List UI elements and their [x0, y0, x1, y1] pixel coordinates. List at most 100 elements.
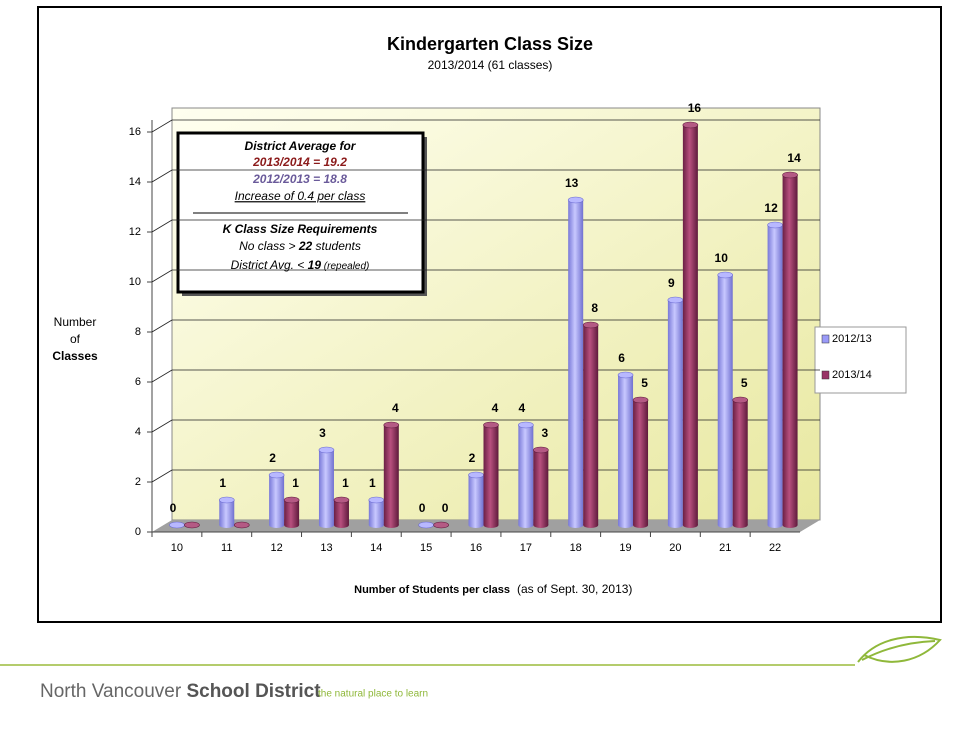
x-label-note: (as of Sept. 30, 2013): [517, 582, 632, 596]
bar-cap: [184, 521, 200, 529]
y-tick-label: 14: [129, 176, 141, 188]
bar-base: [682, 522, 698, 528]
data-label: 0: [442, 501, 449, 515]
footer-name-bold: School District: [186, 681, 321, 702]
annotation-line: 2013/2014 = 19.2: [252, 155, 347, 169]
annotation-line: Increase of 0.4 per class: [235, 189, 366, 203]
bar: [219, 500, 235, 525]
annotation-req-part: District Avg. <: [231, 258, 308, 272]
bar: [383, 425, 399, 525]
x-tick-label: 11: [221, 542, 232, 554]
bar-cap: [582, 321, 599, 329]
y-tick-label: 12: [129, 226, 141, 238]
data-label: 2: [269, 451, 276, 465]
bar: [284, 500, 300, 525]
annotation-heading: District Average for: [245, 139, 357, 153]
leaf-logo: [857, 636, 942, 663]
bar-cap: [667, 296, 684, 304]
x-tick-label: 21: [719, 542, 731, 554]
bar: [483, 425, 499, 525]
bar: [368, 500, 384, 525]
grid-line: [151, 319, 173, 333]
annotation-req-part: No class >: [239, 239, 299, 253]
annotation-req: District Avg. < 19 (repealed): [231, 258, 370, 272]
x-tick-label: 10: [171, 542, 183, 554]
data-label: 14: [787, 151, 801, 165]
bar-base: [667, 522, 683, 528]
data-label: 16: [688, 101, 702, 115]
x-tick-label: 18: [570, 542, 582, 554]
bar-base: [782, 522, 798, 528]
bar-base: [368, 522, 384, 528]
bar: [732, 400, 748, 525]
y-tick-label: 0: [135, 526, 141, 538]
bar: [318, 450, 334, 525]
grid-line: [151, 419, 173, 433]
bar-cap: [732, 396, 749, 404]
x-label: Number of Students per class: [354, 584, 510, 596]
footer-name-light: North Vancouver: [40, 681, 182, 702]
legend: [814, 326, 907, 394]
bar-base: [284, 522, 300, 528]
bar-cap: [368, 496, 385, 504]
data-label: 4: [392, 401, 399, 415]
bar-cap: [333, 496, 350, 504]
bar-base: [732, 522, 748, 528]
grid-line: [151, 219, 173, 233]
bar: [717, 275, 733, 525]
annotation-heading: K Class Size Requirements: [223, 222, 378, 236]
annotation-line: 2012/2013 = 18.8: [252, 172, 347, 186]
y-tick-label: 8: [135, 326, 141, 338]
bar-cap: [418, 521, 434, 529]
legend-swatch: [821, 334, 830, 344]
bar-cap: [169, 521, 185, 529]
bar-base: [518, 522, 534, 528]
bar-base: [568, 522, 584, 528]
grid-line: [151, 169, 173, 183]
bar: [782, 175, 798, 525]
bar-base: [633, 522, 649, 528]
x-tick-label: 20: [669, 542, 681, 554]
data-label: 8: [591, 301, 598, 315]
data-label: 1: [292, 476, 299, 490]
data-label: 0: [170, 501, 177, 515]
chart-title: Kindergarten Class Size: [387, 34, 593, 54]
legend-label: 2012/13: [832, 333, 872, 345]
x-tick-label: 16: [470, 542, 482, 554]
data-label: 12: [764, 201, 778, 215]
x-tick-label: 17: [520, 542, 532, 554]
data-label: 4: [492, 401, 499, 415]
bar-cap: [468, 471, 484, 479]
footer-tagline: the natural place to learn: [318, 689, 428, 700]
data-label: 9: [668, 276, 675, 290]
y-tick-label: 16: [129, 126, 141, 138]
bar: [468, 475, 484, 525]
bar: [633, 400, 649, 525]
grid-line: [151, 269, 173, 283]
data-label: 1: [342, 476, 349, 490]
bar: [618, 375, 634, 525]
bar-cap: [383, 421, 400, 429]
y-tick-label: 6: [135, 376, 141, 388]
x-tick-label: 14: [370, 542, 382, 554]
y-label: of: [70, 332, 81, 346]
x-tick-label: 15: [420, 542, 432, 554]
data-label: 6: [618, 351, 625, 365]
bar-base: [468, 522, 484, 528]
bar: [682, 125, 698, 525]
bar-cap: [632, 396, 649, 404]
legend-swatch: [821, 370, 830, 380]
bar: [518, 425, 534, 525]
bar-base: [318, 522, 334, 528]
bar-cap: [767, 221, 783, 229]
data-label: 2: [469, 451, 476, 465]
data-label: 1: [219, 476, 226, 490]
data-label: 4: [519, 401, 526, 415]
bar-cap: [283, 496, 300, 504]
annotation-req-part: 19: [308, 258, 322, 272]
bar-base: [219, 522, 235, 528]
bar-base: [383, 522, 399, 528]
bar-cap: [617, 371, 634, 379]
x-tick-label: 19: [619, 542, 631, 554]
bar-cap: [533, 446, 549, 454]
